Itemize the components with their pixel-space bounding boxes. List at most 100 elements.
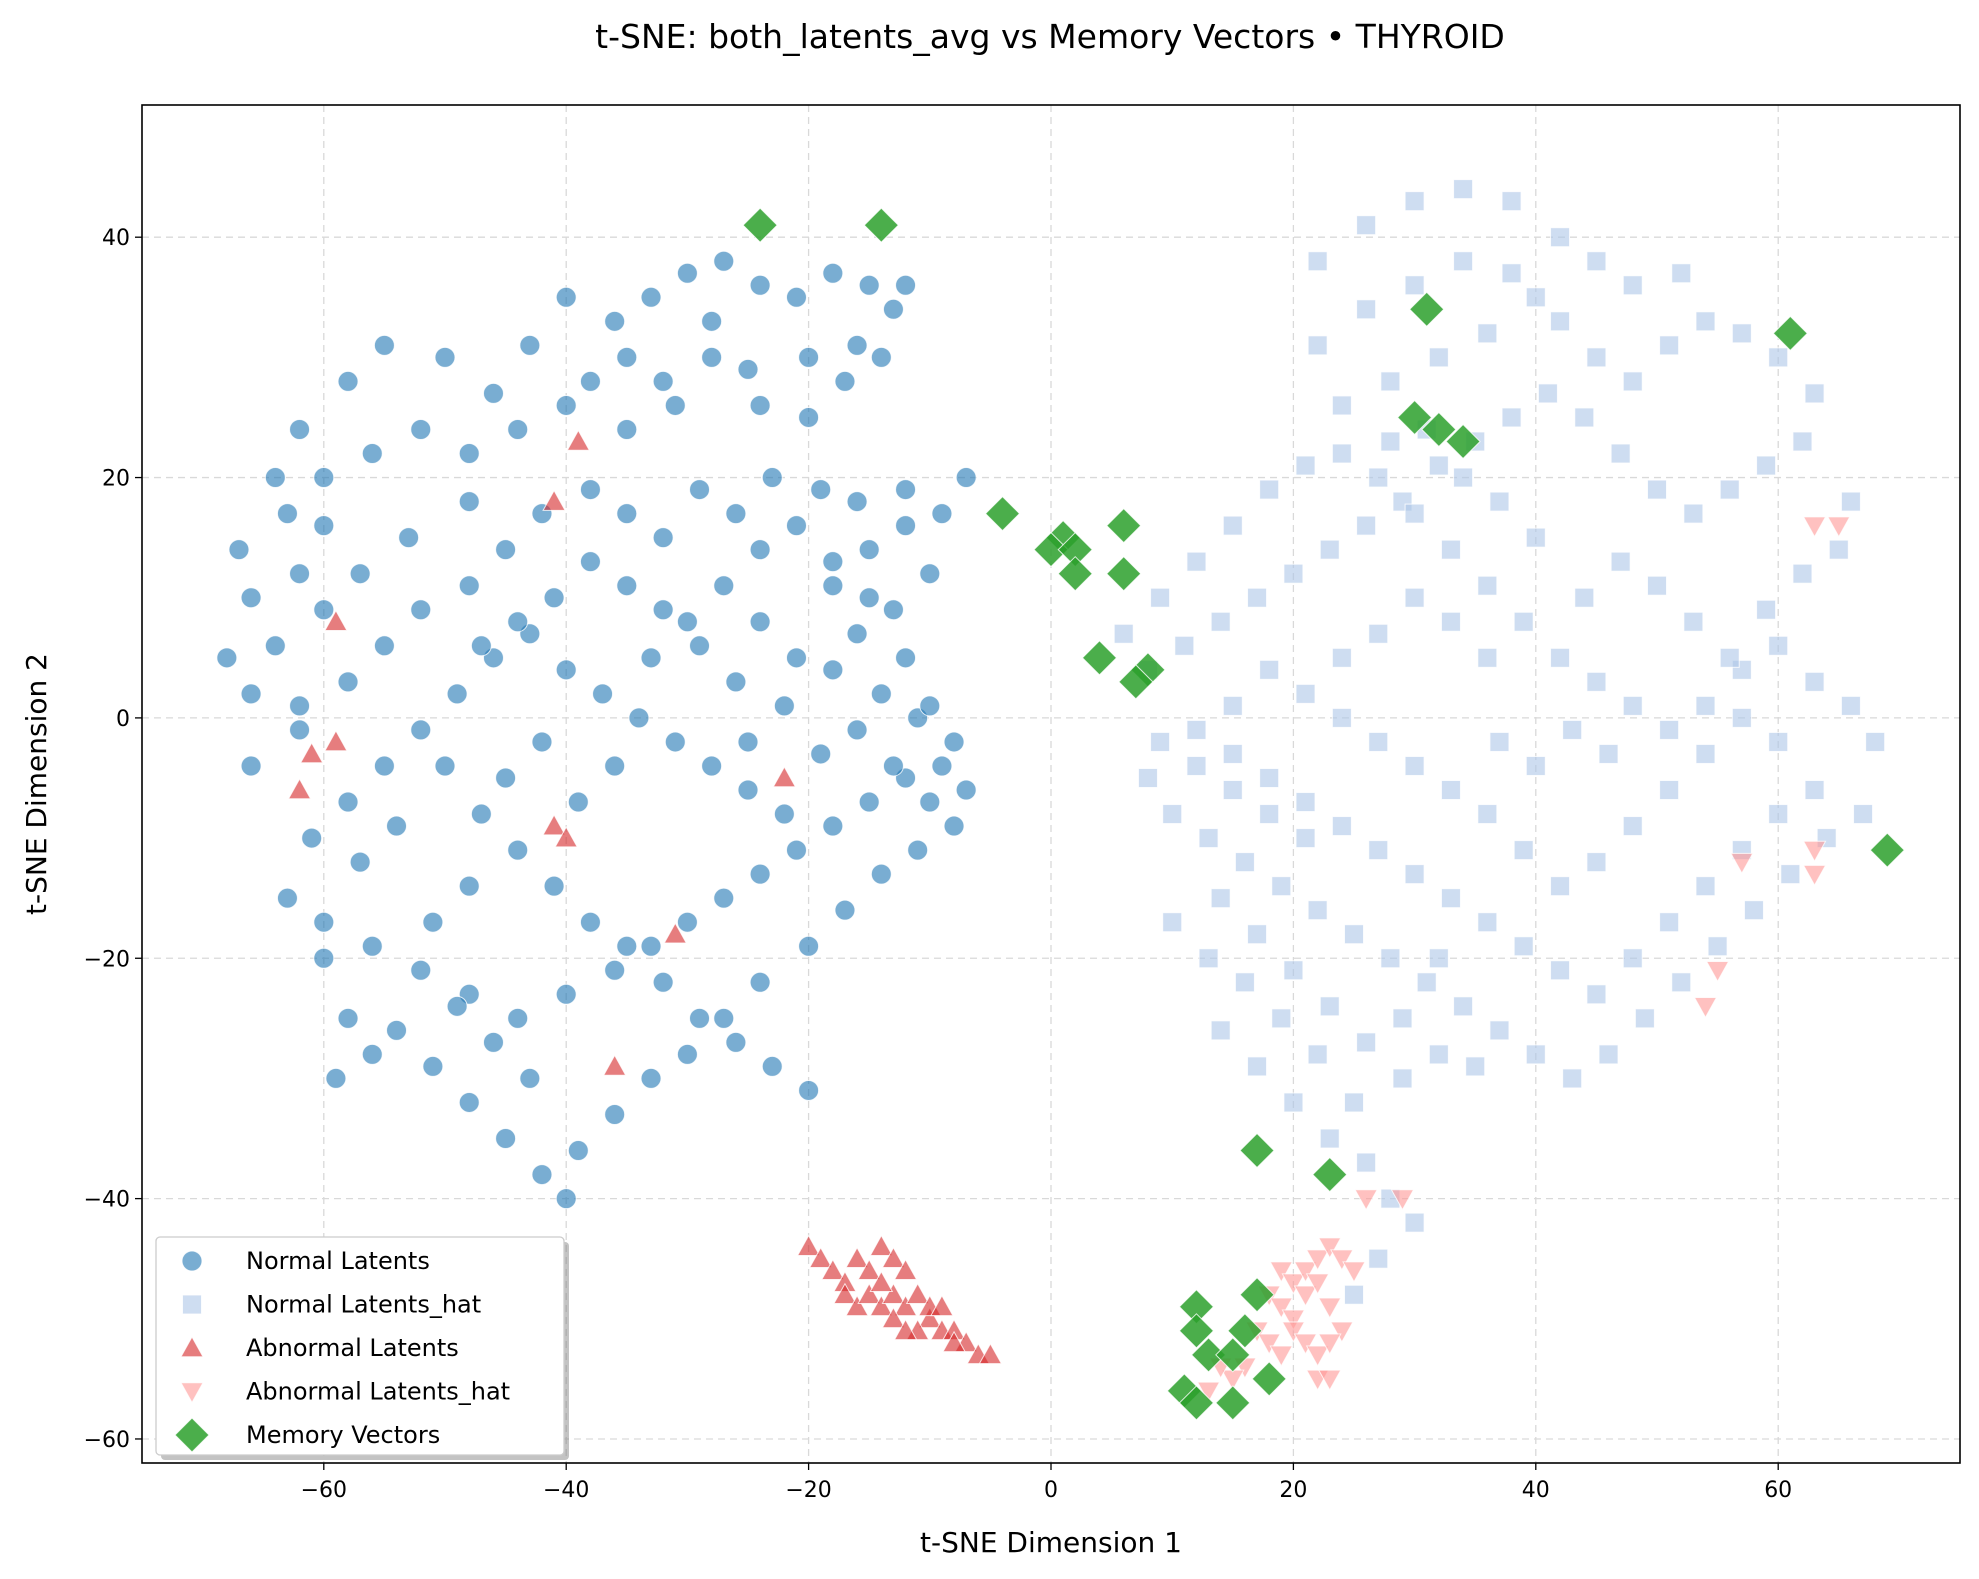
data-point [869,1234,894,1256]
data-point [725,671,747,693]
data-point [1586,984,1607,1005]
x-tick-label: 0 [1044,1478,1058,1503]
data-point [1409,291,1445,328]
data-point [470,803,492,825]
data-point [1259,479,1280,500]
data-point [458,875,480,897]
data-point [652,370,674,392]
data-point [313,599,335,621]
data-point [1586,251,1607,272]
data-point [689,479,711,501]
data-point [616,503,638,525]
data-point [507,611,529,633]
data-point [1293,1333,1318,1355]
data-point [676,1043,698,1065]
data-point [410,719,432,741]
data-point [361,935,383,957]
data-point [1659,912,1680,933]
data-point [264,635,286,657]
data-point [313,911,335,933]
data-point [1671,972,1692,993]
data-point [301,827,323,849]
data-point [1477,323,1498,344]
data-point [1647,479,1667,500]
data-point [555,983,577,1005]
x-axis-label: t-SNE Dimension 1 [920,1526,1182,1559]
data-point [1695,695,1716,716]
data-point [1489,491,1510,512]
data-point [1404,864,1425,885]
data-point [1305,1249,1330,1271]
data-point [1222,743,1243,764]
data-point [1330,1249,1354,1271]
data-point [1731,323,1752,344]
data-point [1368,840,1389,861]
data-point [845,1246,869,1268]
data-point [1307,1044,1328,1065]
data-point [1421,411,1457,448]
data-point [870,683,892,705]
data-point [386,1019,408,1041]
y-tick-label: 40 [102,226,130,251]
data-point [845,1294,869,1317]
data-point [579,479,601,501]
data-point [663,922,688,944]
data-point [652,971,674,993]
data-point [676,611,698,633]
legend-label: Abnormal Latents_hat [246,1378,510,1406]
data-point [1331,816,1352,837]
data-point [604,310,626,332]
data-point [1356,215,1377,236]
x-tick-label: 60 [1764,1478,1792,1503]
data-point [701,346,723,368]
data-point [870,863,892,885]
data-point [846,719,868,741]
data-point [616,418,638,440]
data-point [1354,1189,1378,1211]
data-point [1622,275,1643,296]
data-point [628,707,650,729]
data-point [725,503,747,525]
data-point [1215,1385,1251,1421]
data-point [749,539,771,561]
data-point [858,791,880,813]
data-point [882,298,904,320]
data-point [1234,972,1255,993]
data-point [1598,1044,1619,1065]
data-point [713,887,735,909]
data-point [410,418,432,440]
data-point [893,1318,918,1341]
data-point [749,611,771,633]
data-point [846,623,868,645]
data-point [1178,1385,1215,1421]
x-tick-label: −60 [301,1478,347,1503]
data-point [313,515,335,537]
x-tick-label: 40 [1522,1478,1550,1503]
x-tick-label: −40 [543,1478,589,1503]
y-axis-label: t-SNE Dimension 2 [20,653,53,915]
data-point [349,563,371,585]
data-point [1671,263,1692,284]
data-point [1342,1261,1366,1283]
data-point [664,731,686,753]
data-point [1828,539,1849,560]
data-point [579,370,601,392]
data-point [1840,695,1861,716]
data-point [1610,443,1631,464]
grid-lines [142,105,1960,1463]
legend-marker [180,1335,204,1358]
data-point [984,495,1021,532]
data-point [1330,1321,1354,1343]
data-point [299,741,324,764]
data-point [1317,1297,1342,1319]
data-point [349,851,371,873]
data-point [1525,527,1546,548]
data-point [434,755,456,777]
data-point [1392,1008,1413,1029]
data-point [785,515,807,537]
data-point [798,346,820,368]
data-point [542,814,566,836]
data-point [761,1055,783,1077]
data-point [1404,191,1425,212]
data-point [604,1103,626,1125]
